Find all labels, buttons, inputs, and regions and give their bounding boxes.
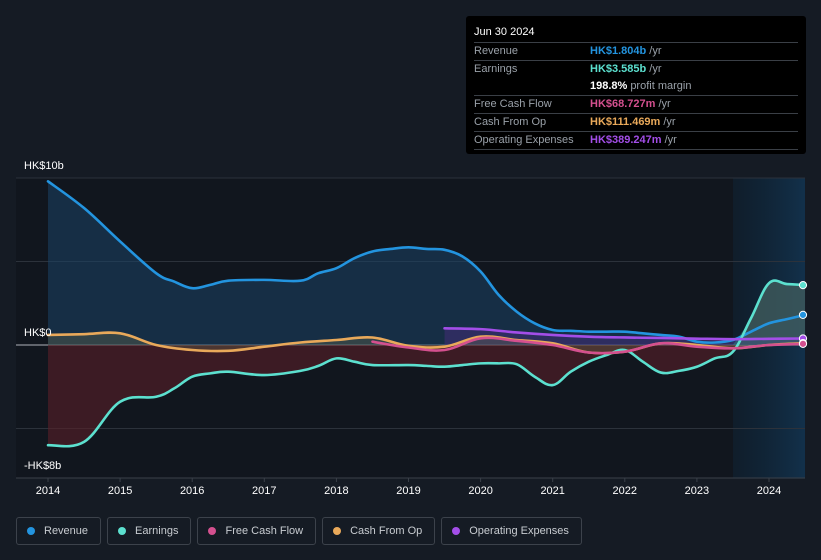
free-cash-flow-endpoint-marker — [798, 339, 808, 348]
x-tick-label-2021: 2021 — [540, 485, 565, 497]
x-tick-label-2019: 2019 — [396, 485, 421, 497]
tooltip-unit: /yr — [649, 63, 662, 75]
legend-dot-icon — [452, 527, 461, 535]
tooltip-value: HK$111.469m — [590, 116, 661, 128]
x-tick-label-2020: 2020 — [468, 485, 493, 497]
y-axis-label-top: HK$10b — [24, 160, 64, 172]
earnings-area — [48, 280, 806, 447]
revenue-area — [48, 181, 806, 345]
legend-dot-icon — [208, 527, 217, 535]
tooltip-row-revenue: Revenue HK$1.804b /yr — [474, 42, 798, 60]
free-cash-flow-line — [371, 336, 807, 355]
tooltip-value: 198.8% — [590, 80, 628, 92]
x-tick-label-2015: 2015 — [107, 485, 133, 497]
y-axis-label-bottom: -HK$8b — [24, 460, 62, 472]
tooltip-value: HK$1.804b — [590, 45, 647, 57]
legend-label: Operating Expenses — [469, 525, 569, 537]
operating-expenses-line — [443, 327, 807, 341]
legend-item-free-cash-flow[interactable]: Free Cash Flow — [197, 517, 317, 545]
tooltip-unit: /yr — [664, 134, 677, 146]
tooltip-date: Jun 30 2024 — [474, 26, 535, 38]
revenue-endpoint-marker — [798, 310, 808, 319]
tooltip-label: Cash From Op — [474, 116, 547, 128]
earnings-endpoint-marker — [798, 281, 808, 290]
tooltip-row-operating-expenses: Operating Expenses HK$389.247m /yr — [474, 131, 798, 150]
legend-item-cash-from-op[interactable]: Cash From Op — [322, 517, 436, 545]
tooltip-label — [474, 78, 590, 95]
tooltip-unit: /yr — [649, 45, 662, 57]
chart-legend: Revenue Earnings Free Cash Flow Cash Fro… — [16, 517, 582, 545]
tooltip-label: Revenue — [474, 45, 519, 57]
tooltip-value: HK$389.247m — [590, 134, 662, 146]
x-tick-label-2014: 2014 — [35, 485, 61, 497]
earnings-line — [46, 279, 807, 448]
legend-dot-icon — [27, 527, 35, 535]
tooltip-label: Earnings — [474, 63, 518, 75]
x-tick-label-2023: 2023 — [684, 485, 710, 497]
revenue-line — [46, 180, 807, 344]
tooltip-unit: /yr — [658, 98, 671, 110]
legend-dot-icon — [118, 527, 127, 535]
tooltip-row-earnings: Earnings HK$3.585b /yr — [474, 60, 798, 78]
legend-item-revenue[interactable]: Revenue — [16, 517, 102, 545]
tooltip-unit: profit margin — [630, 80, 692, 92]
x-tick-label-2017: 2017 — [252, 485, 277, 497]
x-tick-label-2018: 2018 — [324, 485, 349, 497]
x-tick-label-2022: 2022 — [612, 485, 638, 497]
legend-label: Free Cash Flow — [225, 525, 304, 537]
legend-label: Cash From Op — [350, 525, 423, 537]
legend-label: Earnings — [135, 525, 179, 537]
legend-label: Revenue — [44, 525, 89, 537]
legend-item-operating-expenses[interactable]: Operating Expenses — [441, 517, 582, 545]
tooltip-row-cash-from-op: Cash From Op HK$111.469m /yr — [474, 113, 798, 131]
tooltip-label: Free Cash Flow — [474, 98, 552, 110]
tooltip-row-free-cash-flow: Free Cash Flow HK$68.727m /yr — [474, 95, 798, 113]
tooltip-value: HK$3.585b — [590, 63, 647, 75]
tooltip-label: Operating Expenses — [474, 134, 574, 146]
x-tick-label-2016: 2016 — [179, 485, 205, 497]
earnings-positive-area — [732, 280, 806, 345]
x-tick-label-2024: 2024 — [756, 485, 782, 497]
cash-from-op-area — [48, 332, 806, 354]
legend-dot-icon — [333, 527, 342, 535]
tooltip-row-profit-margin: 198.8% profit margin — [474, 78, 798, 95]
legend-item-earnings[interactable]: Earnings — [107, 517, 192, 545]
tooltip-value: HK$68.727m — [590, 98, 656, 110]
tooltip-unit: /yr — [663, 116, 676, 128]
y-axis-label-zero: HK$0 — [24, 327, 52, 339]
tooltip-panel: Jun 30 2024 Revenue HK$1.804b /yr Earnin… — [466, 16, 806, 154]
